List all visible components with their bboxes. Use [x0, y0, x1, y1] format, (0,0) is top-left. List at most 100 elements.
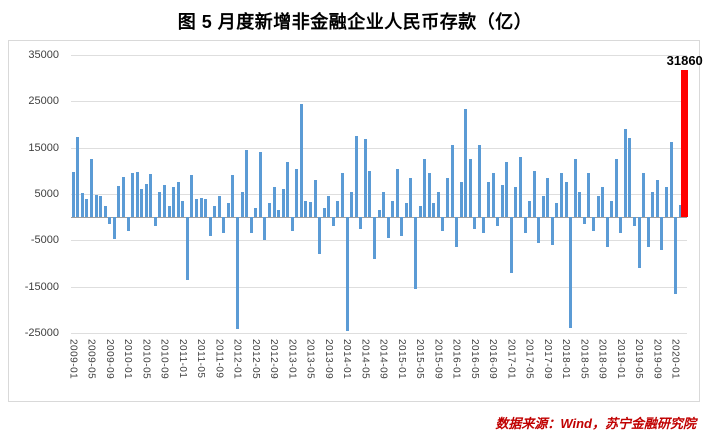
bar: [400, 217, 404, 236]
bar: [245, 149, 249, 218]
x-axis-label: 2009-05: [85, 339, 97, 380]
bar: [473, 217, 477, 229]
bar: [94, 194, 98, 218]
bar: [404, 203, 408, 218]
bar: [560, 173, 564, 218]
bar: [204, 198, 208, 218]
bar: [199, 197, 203, 218]
bar: [144, 183, 148, 218]
gridline: [71, 55, 687, 56]
bar: [496, 217, 500, 227]
x-axis: 2009-01 2009-05 2009-09 2010-01 2010-05 2010-…: [67, 337, 687, 401]
bar: [669, 141, 673, 218]
bar: [455, 217, 459, 248]
bar: [660, 217, 664, 250]
x-axis-label: 2018-01: [560, 339, 572, 380]
bar: [299, 103, 303, 218]
bar: [386, 217, 390, 238]
bar: [436, 191, 440, 218]
bar: [582, 217, 586, 225]
y-axis-label: 25000: [28, 95, 59, 108]
bar: [514, 187, 518, 218]
bar: [258, 152, 262, 218]
x-axis-label: 2013-09: [322, 339, 334, 380]
bar: [614, 159, 618, 218]
bar: [90, 158, 94, 218]
x-axis-label: 2015-09: [432, 339, 444, 380]
bar: [541, 196, 545, 218]
bar: [664, 187, 668, 218]
bar: [509, 217, 513, 273]
bar: [172, 187, 176, 218]
bar: [646, 217, 650, 248]
bar: [281, 189, 285, 218]
x-axis-label: 2012-09: [268, 339, 280, 380]
bar: [491, 173, 495, 218]
bar: [601, 187, 605, 218]
bar: [532, 170, 536, 218]
bar: [610, 200, 614, 218]
x-axis-label: 2009-09: [103, 339, 115, 380]
bar: [290, 217, 294, 232]
bar: [85, 198, 89, 218]
bar: [569, 217, 573, 329]
gridline: [71, 333, 687, 334]
bar: [181, 200, 185, 218]
bar: [655, 180, 659, 218]
bar: [126, 217, 130, 232]
bar: [432, 203, 436, 218]
x-axis-label: 2010-09: [158, 339, 170, 380]
bar: [578, 191, 582, 218]
bar: [674, 217, 678, 294]
bar: [327, 196, 331, 218]
bar: [236, 217, 240, 330]
bar: [468, 159, 472, 218]
bar: [678, 205, 682, 218]
bar: [163, 184, 167, 218]
bar: [194, 198, 198, 218]
bar: [482, 217, 486, 234]
bar: [222, 217, 226, 234]
bar: [213, 205, 217, 218]
x-axis-label: 2013-01: [286, 339, 298, 380]
gridline: [71, 101, 687, 103]
x-axis-label: 2017-05: [523, 339, 535, 380]
bar: [414, 217, 417, 289]
bar: [99, 196, 103, 218]
bar: [587, 173, 591, 218]
bar: [564, 182, 568, 218]
bar: [121, 176, 125, 218]
bar: [459, 182, 463, 218]
bar: [176, 182, 180, 218]
bar: [441, 217, 445, 232]
bar: [340, 173, 344, 218]
gridline: [71, 147, 687, 149]
bar: [591, 217, 595, 232]
x-axis-label: 2014-01: [341, 339, 353, 380]
x-axis-label: 2015-01: [395, 339, 407, 380]
bar: [528, 200, 532, 218]
x-axis-label: 2015-05: [414, 339, 426, 380]
bar: [131, 173, 135, 218]
bar: [313, 180, 317, 218]
bar: [277, 210, 281, 218]
bar: [240, 191, 244, 218]
bar: [518, 156, 522, 218]
x-axis-label: 2013-05: [304, 339, 316, 380]
bar: [336, 200, 340, 218]
y-axis-label: 35000: [28, 49, 59, 61]
bar: [573, 159, 577, 218]
bar: [377, 210, 381, 218]
bar: [363, 139, 367, 218]
bar: [487, 182, 490, 218]
y-axis-label: 15000: [28, 141, 59, 154]
x-axis-label: 2011-09: [213, 339, 225, 379]
bar: [263, 217, 267, 241]
bar: [619, 217, 623, 234]
x-axis-label: 2010-01: [122, 339, 134, 380]
bar: [368, 170, 372, 218]
x-axis-label: 2017-09: [541, 339, 553, 380]
bar: [445, 177, 449, 218]
bar: [372, 217, 376, 259]
